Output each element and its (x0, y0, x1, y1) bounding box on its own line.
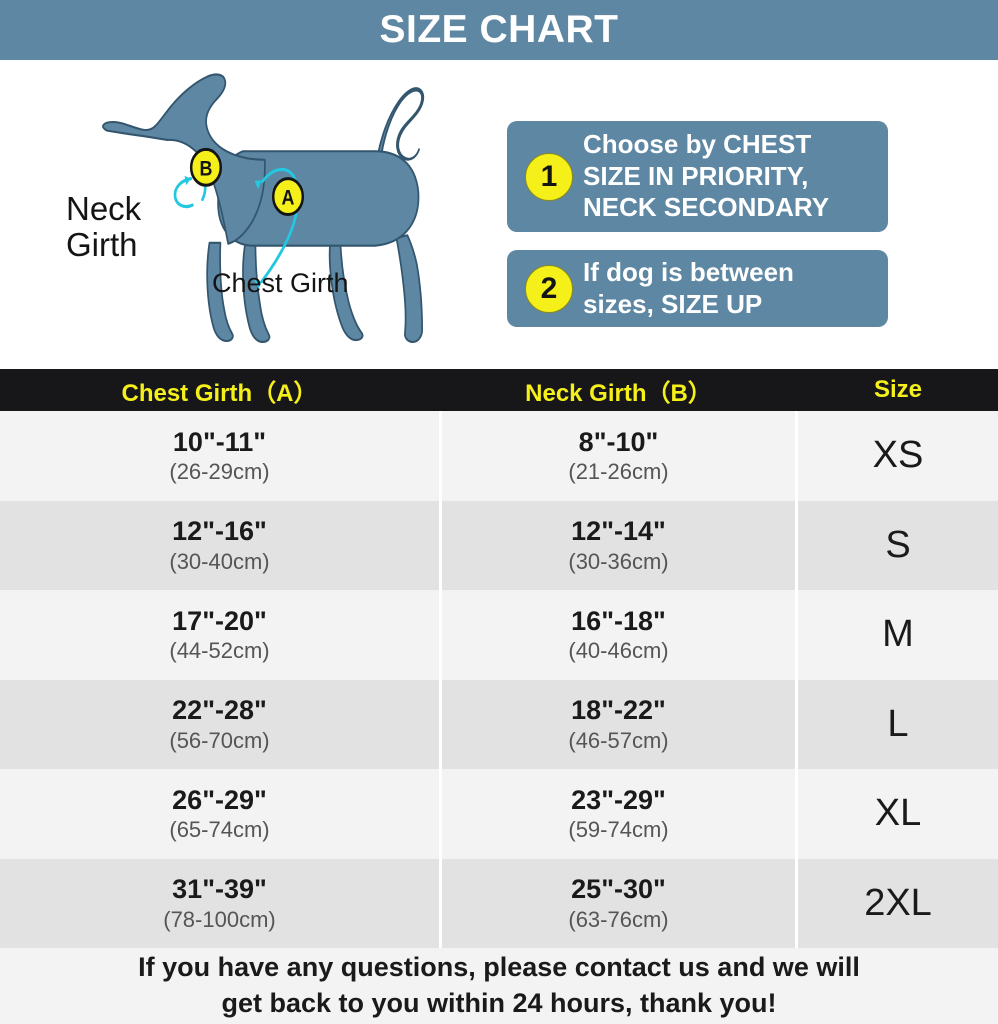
svg-text:Chest Girth: Chest Girth (212, 268, 349, 298)
svg-text:Girth: Girth (66, 226, 138, 263)
svg-text:A: A (282, 186, 295, 210)
svg-text:B: B (200, 157, 213, 181)
svg-text:Neck: Neck (66, 190, 142, 227)
